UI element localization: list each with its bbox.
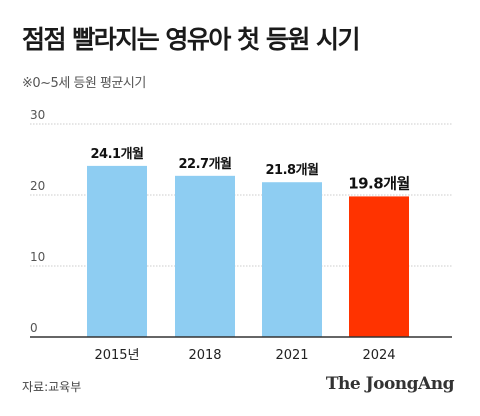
data-label: 22.7개월 [179, 156, 232, 172]
y-tick-label: 30 [30, 108, 45, 122]
x-tick-label: 2018 [188, 348, 221, 363]
data-label: 24.1개월 [91, 146, 144, 162]
chart-subtitle: ※0~5세 등원 평균시기 [22, 76, 146, 91]
publisher-logo: The JoongAng [325, 374, 455, 394]
x-tick-label: 2024 [362, 348, 395, 363]
y-tick-label: 0 [30, 321, 38, 335]
chart-title: 점점 빨라지는 영유아 첫 등원 시기 [22, 25, 361, 54]
bar [349, 196, 409, 337]
data-label: 21.8개월 [266, 162, 319, 178]
source-note: 자료:교육부 [22, 380, 82, 394]
y-tick-label: 10 [30, 250, 45, 264]
x-tick-label: 2021 [275, 348, 308, 363]
data-label: 19.8개월 [348, 174, 410, 192]
bar [175, 175, 235, 337]
bar [87, 165, 147, 337]
y-tick-label: 20 [30, 179, 45, 193]
x-tick-label: 2015년 [94, 348, 139, 363]
bar [262, 182, 322, 337]
